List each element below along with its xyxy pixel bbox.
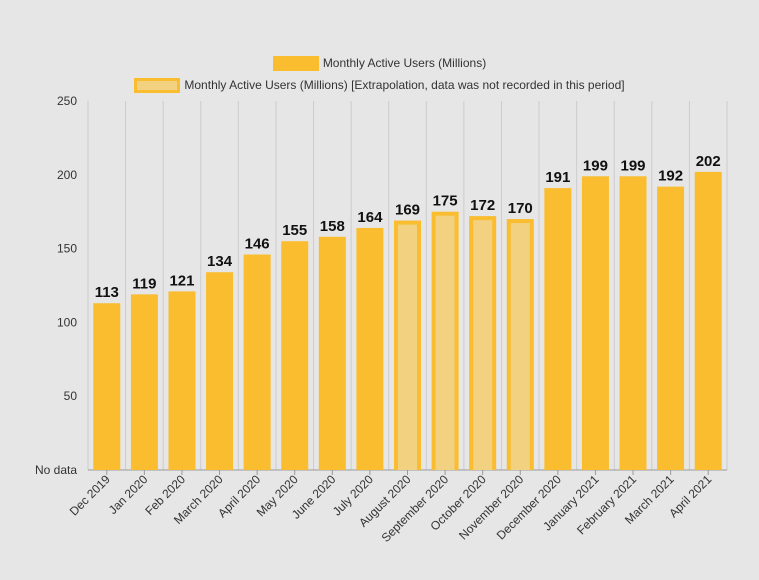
legend-swatch-actual — [272, 55, 319, 71]
data-label: 121 — [169, 272, 194, 289]
y-tick-label: 200 — [57, 168, 77, 182]
data-label: 192 — [658, 168, 683, 185]
bar — [93, 303, 121, 470]
y-tick-label: No data — [35, 463, 77, 477]
data-label: 172 — [470, 197, 495, 214]
data-label: 191 — [545, 169, 570, 186]
bar — [581, 176, 609, 470]
legend-item-actual[interactable]: Monthly Active Users (Millions) — [0, 52, 759, 74]
legend-item-extrapolated[interactable]: Monthly Active Users (Millions) [Extrapo… — [0, 74, 759, 96]
data-label: 202 — [696, 153, 721, 170]
y-tick-label: 50 — [64, 389, 78, 403]
bar — [206, 272, 234, 470]
bar — [544, 188, 572, 471]
data-label: 164 — [357, 209, 383, 226]
y-tick-label: 150 — [57, 242, 77, 256]
bar — [168, 291, 196, 470]
data-label: 146 — [245, 236, 270, 253]
legend-label-actual: Monthly Active Users (Millions) — [322, 56, 487, 70]
legend: Monthly Active Users (Millions) Monthly … — [0, 52, 759, 96]
bar-extrapolated-inner — [510, 223, 530, 470]
legend-label-extrapolated: Monthly Active Users (Millions) [Extrapo… — [184, 78, 625, 92]
data-label: 199 — [621, 157, 646, 174]
bar-extrapolated-inner — [473, 220, 493, 470]
bar — [619, 176, 647, 470]
data-label: 158 — [320, 218, 345, 235]
bar-extrapolated-inner — [435, 215, 455, 470]
y-tick-label: 250 — [57, 94, 77, 108]
x-tick-label: September 2020 — [379, 472, 452, 545]
data-label: 169 — [395, 202, 420, 219]
bar — [243, 254, 271, 470]
x-tick-label: November 2020 — [456, 472, 527, 543]
bar — [281, 241, 309, 470]
bar — [318, 236, 346, 470]
x-tick-label: Dec 2019 — [67, 472, 113, 518]
bar — [694, 171, 722, 470]
data-label: 170 — [508, 200, 533, 217]
y-tick-label: 100 — [57, 315, 77, 329]
legend-swatch-extrapolated — [134, 77, 181, 93]
data-label: 175 — [433, 193, 458, 210]
x-tick-label: December 2020 — [494, 472, 565, 543]
data-label: 134 — [207, 253, 233, 270]
data-label: 199 — [583, 157, 608, 174]
bar — [130, 294, 158, 470]
data-label: 113 — [95, 284, 119, 301]
data-label: 119 — [132, 275, 156, 292]
bar — [657, 186, 685, 470]
bar — [356, 227, 384, 470]
bar-extrapolated-inner — [398, 224, 417, 470]
data-label: 155 — [282, 222, 307, 239]
